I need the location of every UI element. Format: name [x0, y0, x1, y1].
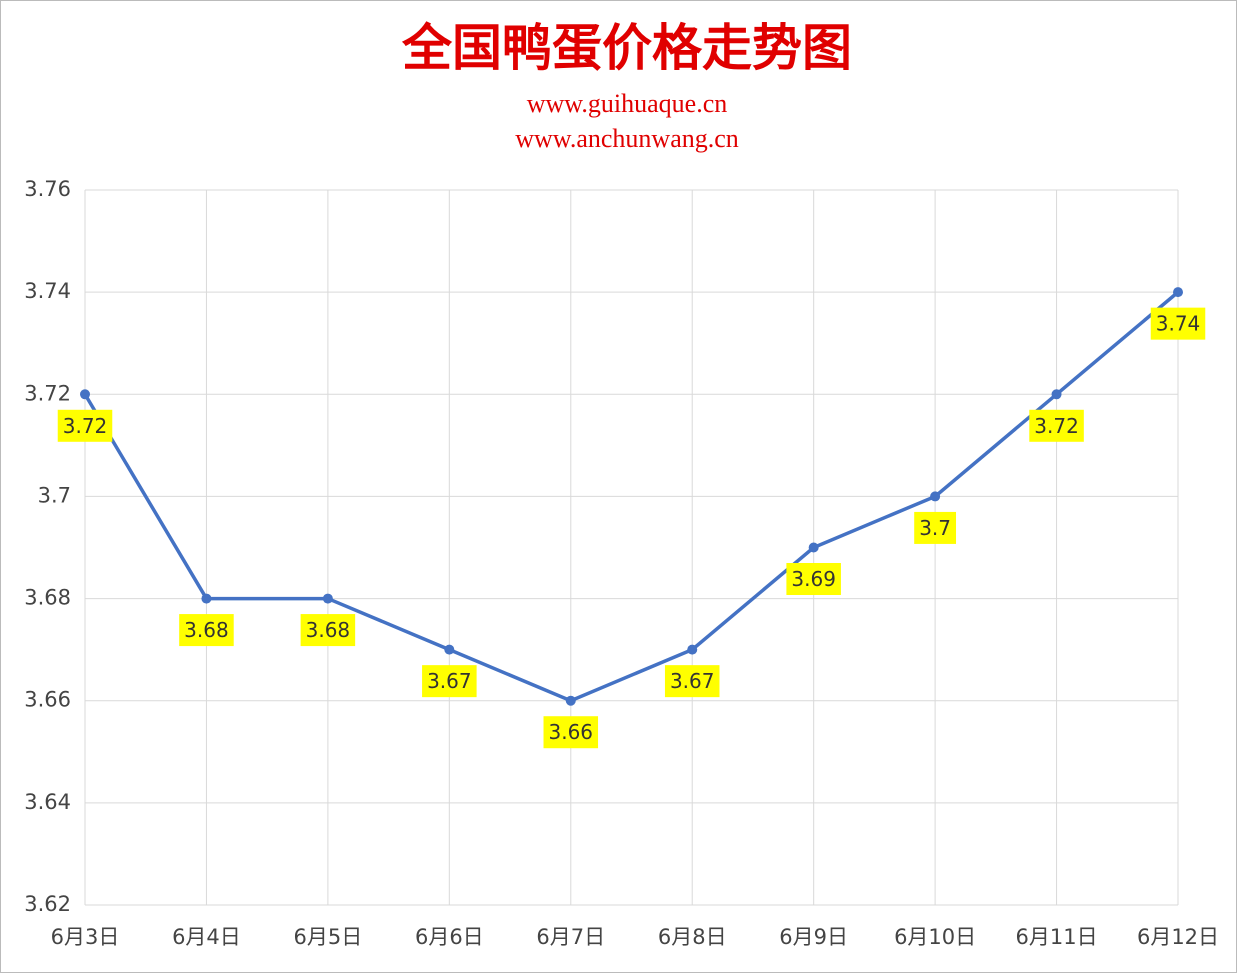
data-label: 3.69 [791, 567, 836, 591]
point [808, 542, 819, 553]
data-label-bg [786, 563, 841, 595]
x-tick-label: 6月5日 [294, 925, 363, 949]
data-label: 3.72 [63, 414, 108, 438]
x-tick-label: 6月10日 [894, 925, 976, 949]
x-tick-label: 6月6日 [415, 925, 484, 949]
y-tick-label: 3.72 [24, 381, 71, 405]
data-label-bg [57, 409, 113, 442]
x-tick-label: 6月4日 [172, 925, 241, 949]
point [930, 491, 941, 502]
point [1173, 287, 1183, 298]
data-label: 3.68 [184, 618, 229, 642]
data-label: 3.72 [1034, 414, 1079, 438]
data-label-bg [1150, 307, 1206, 340]
point [322, 593, 333, 604]
point [444, 644, 455, 655]
point [687, 644, 698, 655]
point [565, 695, 576, 706]
data-label: 3.67 [670, 669, 715, 693]
y-tick-label: 3.68 [24, 586, 71, 610]
data-label-bg [422, 665, 477, 698]
line [83, 290, 1180, 703]
x-tick-label: 6月12日 [1137, 925, 1219, 949]
data-label-bg [543, 716, 599, 749]
x-tick-label: 6月8日 [658, 925, 727, 949]
point [1051, 389, 1062, 400]
x-tick-label: 6月3日 [51, 925, 120, 949]
chart-subtitle: www.anchunwang.cn [515, 124, 739, 153]
data-label: 3.66 [549, 720, 594, 744]
y-tick-label: 3.74 [24, 279, 71, 303]
x-tick-label: 6月7日 [536, 925, 605, 949]
x-tick-label: 6月9日 [779, 925, 848, 949]
y-tick-label: 3.64 [24, 790, 71, 814]
y-tick-label: 3.7 [38, 483, 71, 507]
y-tick-label: 3.62 [24, 892, 71, 916]
data-label-bg [1029, 409, 1084, 442]
data-label: 3.7 [919, 516, 951, 540]
y-tick-label: 3.66 [24, 688, 71, 712]
data-label-bg [914, 511, 957, 544]
chart-subtitle: www.guihuaque.cn [527, 89, 727, 118]
y-tick-label: 3.76 [24, 177, 71, 201]
data-label: 3.68 [306, 618, 351, 642]
data-label-bg [300, 614, 356, 647]
data-label: 3.67 [427, 669, 472, 693]
data-label-bg [664, 665, 720, 698]
data-label: 3.74 [1156, 312, 1201, 336]
point [80, 389, 90, 400]
point [201, 593, 212, 604]
x-tick-label: 6月11日 [1016, 925, 1098, 949]
chart-title: 全国鸭蛋价格走势图 [401, 18, 852, 77]
data-label-bg [179, 614, 234, 647]
